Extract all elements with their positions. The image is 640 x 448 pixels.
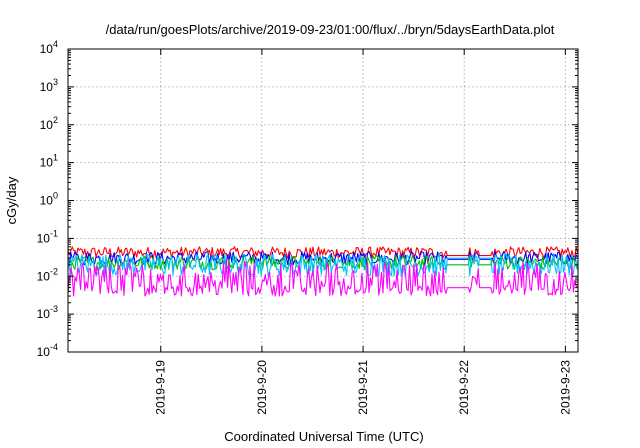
x-tick-label: 2019-9-21 xyxy=(356,360,370,415)
y-tick-label: 10-2 xyxy=(37,266,58,283)
x-axis-label: Coordinated Universal Time (UTC) xyxy=(224,429,423,444)
y-axis-label: cGy/day xyxy=(4,176,19,224)
series-layer xyxy=(67,246,579,297)
y-tick-label: 10-1 xyxy=(37,228,58,245)
y-tick-label: 10-3 xyxy=(37,304,58,321)
y-tick-label: 10-4 xyxy=(37,342,58,359)
series-line xyxy=(67,260,578,297)
y-tick-label: 103 xyxy=(40,77,58,94)
x-tick-label: 2019-9-20 xyxy=(255,360,269,415)
grid xyxy=(68,49,578,352)
x-tick-label: 2019-9-23 xyxy=(558,360,572,415)
y-tick-label: 104 xyxy=(40,39,58,56)
x-tick-label: 2019-9-22 xyxy=(457,360,471,415)
y-tick-label: 102 xyxy=(40,115,58,132)
y-axis: 10-4 10-3 10-2 10-1 100 101 102 103 104 xyxy=(37,39,578,359)
x-axis: 2019-9-19 2019-9-20 2019-9-21 2019-9-22 2019… xyxy=(154,49,572,415)
y-tick-label: 101 xyxy=(40,153,58,170)
series-line xyxy=(67,252,579,277)
chart-title: /data/run/goesPlots/archive/2019-09-23/0… xyxy=(106,22,555,37)
x-tick-label: 2019-9-19 xyxy=(154,360,168,415)
y-tick-label: 100 xyxy=(40,191,58,208)
